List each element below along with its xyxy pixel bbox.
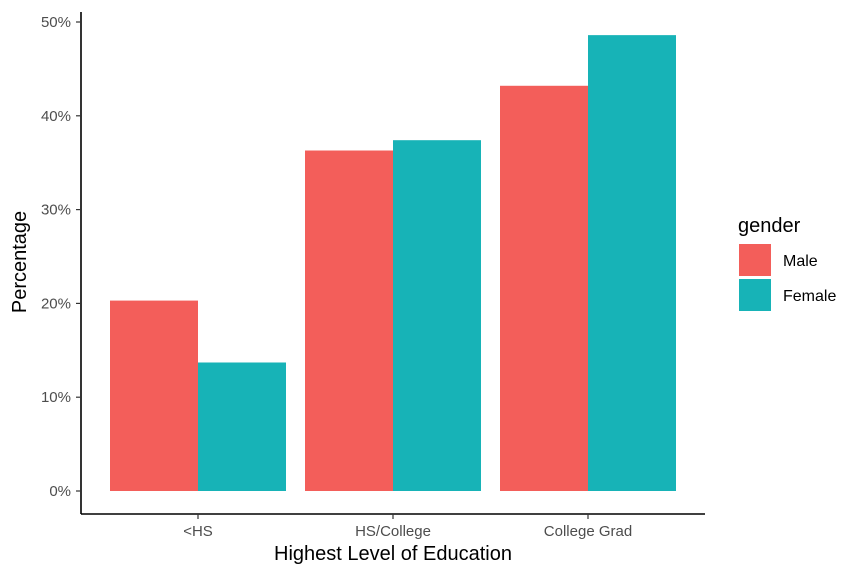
legend-swatch-male [739, 244, 771, 276]
x-tick-label: HS/College [355, 523, 431, 540]
x-axis-title: Highest Level of Education [274, 543, 512, 565]
bar-female-2 [588, 35, 676, 492]
bar-female-1 [393, 140, 481, 492]
y-axis-title: Percentage [9, 211, 31, 313]
legend-label-male: Male [783, 253, 818, 270]
x-tick-label: <HS [183, 523, 213, 540]
bar-male-1 [305, 150, 393, 492]
y-tick-label: 0% [49, 483, 71, 500]
legend-label-female: Female [783, 288, 836, 305]
bar-male-2 [500, 85, 588, 491]
legend-title: gender [738, 215, 801, 237]
y-tick-label: 40% [41, 108, 71, 125]
bar-male-0 [110, 300, 198, 491]
bars-group [110, 35, 676, 492]
legend-items: Male Female [739, 244, 836, 311]
bar-female-0 [198, 362, 286, 491]
y-tick-label: 10% [41, 389, 71, 406]
y-tick-label: 50% [41, 14, 71, 31]
y-ticks-group: 0% 10% 20% 30% 40% 50% [41, 14, 81, 500]
x-ticks-group: <HS HS/College College Grad [183, 514, 632, 540]
x-tick-label: College Grad [544, 523, 632, 540]
legend-swatch-female [739, 279, 771, 311]
y-tick-label: 30% [41, 202, 71, 219]
y-tick-label: 20% [41, 295, 71, 312]
legend: gender Male Female [738, 215, 836, 311]
